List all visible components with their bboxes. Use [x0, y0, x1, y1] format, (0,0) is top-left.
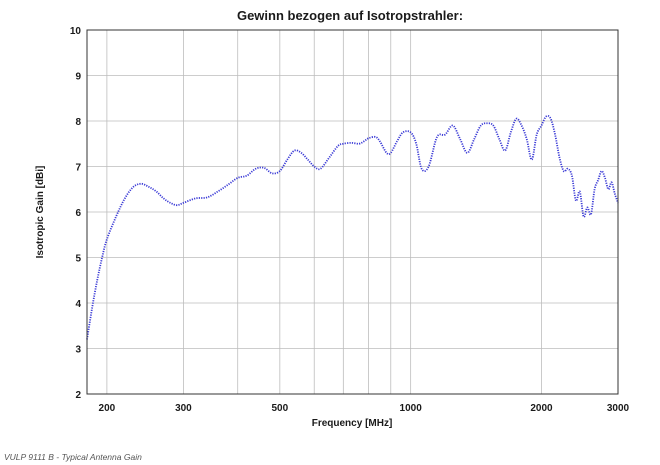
x-tick-label: 2000 — [530, 403, 553, 414]
grid-lines — [87, 29, 619, 395]
gain-series-line — [86, 114, 619, 340]
y-tick-label: 2 — [75, 390, 81, 401]
figure-caption: VULP 9111 B - Typical Antenna Gain — [4, 452, 142, 462]
y-tick-label: 6 — [75, 208, 81, 219]
chart-title: Gewinn bezogen auf Isotropstrahler: — [237, 8, 463, 23]
y-axis-label: Isotropic Gain [dBi] — [35, 166, 46, 259]
x-tick-label: 3000 — [607, 403, 630, 414]
y-tick-label: 5 — [75, 254, 81, 265]
y-tick-label: 3 — [75, 345, 81, 356]
tick-labels: 200 300 500 1000 2000 3000 2 3 4 5 6 7 8 9 10 — [70, 26, 630, 414]
gain-chart: Gewinn bezogen auf Isotropstrahler: 200 3… — [35, 8, 630, 429]
y-tick-label: 10 — [70, 26, 82, 37]
x-tick-label: 200 — [99, 403, 116, 414]
y-tick-label: 9 — [75, 72, 81, 83]
y-tick-label: 7 — [75, 163, 81, 174]
x-axis-label: Frequency [MHz] — [312, 418, 393, 429]
plot-series — [86, 114, 619, 340]
x-tick-label: 1000 — [400, 403, 423, 414]
x-tick-label: 500 — [271, 403, 288, 414]
y-tick-label: 8 — [75, 117, 81, 128]
y-tick-label: 4 — [75, 299, 81, 310]
x-tick-label: 300 — [175, 403, 192, 414]
plot-frame — [86, 29, 619, 395]
